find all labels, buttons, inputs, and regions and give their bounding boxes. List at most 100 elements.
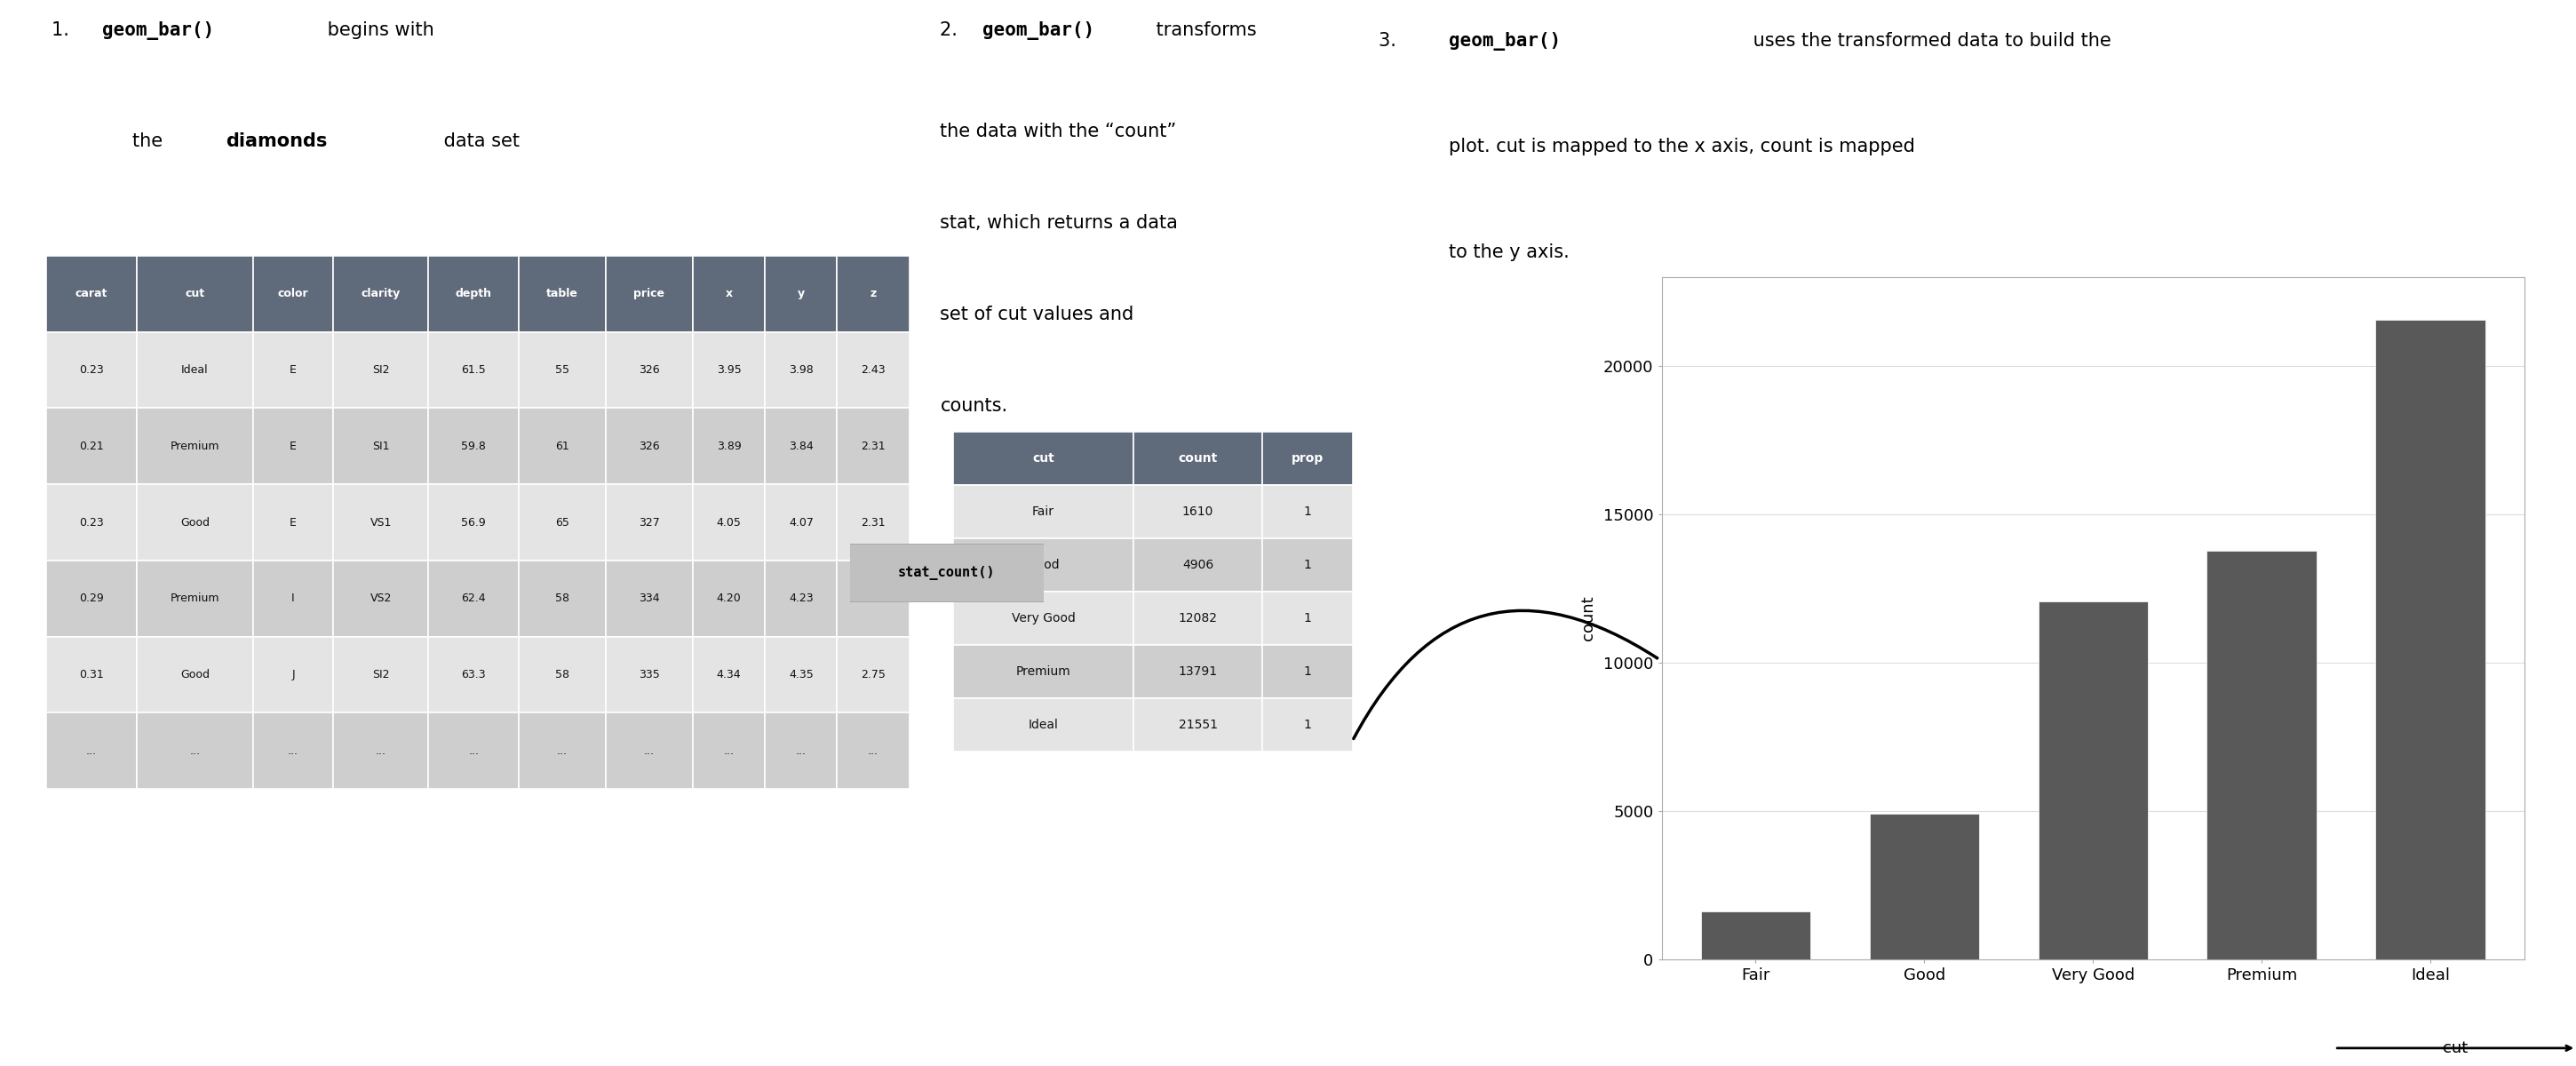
Text: Premium: Premium [170,593,219,604]
Text: 55: 55 [554,365,569,376]
Text: 12082: 12082 [1177,612,1218,625]
Text: ...: ... [85,745,98,757]
Text: SI2: SI2 [371,668,389,680]
Text: 0.31: 0.31 [80,668,103,680]
Text: 2.: 2. [940,21,963,39]
Bar [693,256,765,332]
Text: 63.3: 63.3 [461,668,487,680]
Bar [518,256,605,332]
Bar [518,484,605,561]
Text: 4.07: 4.07 [788,517,814,528]
Text: 62.4: 62.4 [461,593,487,604]
Text: VS2: VS2 [371,593,392,604]
Text: 2.75: 2.75 [860,668,886,680]
Text: 0.23: 0.23 [80,365,103,376]
Text: 1: 1 [1303,559,1311,571]
Bar [137,256,252,332]
Text: table: table [546,288,577,300]
Bar [518,408,605,484]
Bar [428,256,518,332]
Text: VS1: VS1 [371,517,392,528]
Text: Fair: Fair [1033,505,1054,518]
Bar [765,484,837,561]
Text: Premium: Premium [170,440,219,452]
Text: plot. cut is mapped to the x axis, count is mapped: plot. cut is mapped to the x axis, count… [1448,138,1914,156]
FancyBboxPatch shape [842,543,1051,603]
Bar [2208,550,2316,959]
Bar [953,485,1133,538]
Text: x: x [726,288,732,300]
Bar [765,636,837,713]
Text: Good: Good [180,517,209,528]
Text: prop: prop [1291,452,1324,465]
Bar [46,484,137,561]
Text: Premium: Premium [1015,665,1072,678]
Text: 327: 327 [639,517,659,528]
Bar [765,256,837,332]
Bar [137,561,252,636]
Bar [46,408,137,484]
Text: Ideal: Ideal [1028,718,1059,731]
Bar [765,408,837,484]
Bar [428,713,518,789]
Text: geom_bar(): geom_bar() [103,21,214,39]
Bar [2038,601,2148,959]
Bar [1133,645,1262,698]
Text: 2.43: 2.43 [860,365,886,376]
Text: Ideal: Ideal [180,365,209,376]
Bar [332,561,428,636]
Bar [46,332,137,408]
Text: J: J [291,668,294,680]
Text: the: the [134,132,170,150]
Bar [693,561,765,636]
Bar [765,561,837,636]
Text: ...: ... [289,745,299,757]
Bar [2375,320,2486,959]
Text: set of cut values and: set of cut values and [940,306,1133,323]
Text: 59.8: 59.8 [461,440,487,452]
Bar [332,408,428,484]
Bar [953,538,1133,592]
Bar [1133,698,1262,752]
Text: Good: Good [180,668,209,680]
Bar [837,332,909,408]
Bar [137,484,252,561]
Text: ...: ... [376,745,386,757]
Text: 3.84: 3.84 [788,440,814,452]
Bar [518,636,605,713]
Text: 56.9: 56.9 [461,517,487,528]
Bar [332,713,428,789]
Bar [46,256,137,332]
Bar [1262,432,1352,485]
Bar [1133,592,1262,645]
Text: 58: 58 [554,593,569,604]
Bar [428,408,518,484]
Text: ...: ... [868,745,878,757]
Text: stat_count(): stat_count() [899,566,994,580]
Bar [837,256,909,332]
Bar [605,484,693,561]
Text: Good: Good [1028,559,1059,571]
Text: 61: 61 [556,440,569,452]
Bar [252,408,332,484]
Bar [605,713,693,789]
Text: ...: ... [191,745,201,757]
Bar [605,408,693,484]
Text: 1.: 1. [52,21,75,39]
Text: cut: cut [1033,452,1054,465]
Text: 2.31: 2.31 [860,517,886,528]
Text: the data with the “count”: the data with the “count” [940,123,1177,140]
Text: 3.: 3. [1378,32,1401,50]
Bar [605,256,693,332]
Text: to the y axis.: to the y axis. [1448,243,1569,261]
Bar [332,256,428,332]
Bar [137,636,252,713]
Text: 1610: 1610 [1182,505,1213,518]
Text: ...: ... [556,745,567,757]
Text: carat: carat [75,288,108,300]
Text: color: color [278,288,309,300]
Text: 4.23: 4.23 [788,593,814,604]
Text: 334: 334 [639,593,659,604]
Bar [837,561,909,636]
Text: 4.05: 4.05 [716,517,742,528]
